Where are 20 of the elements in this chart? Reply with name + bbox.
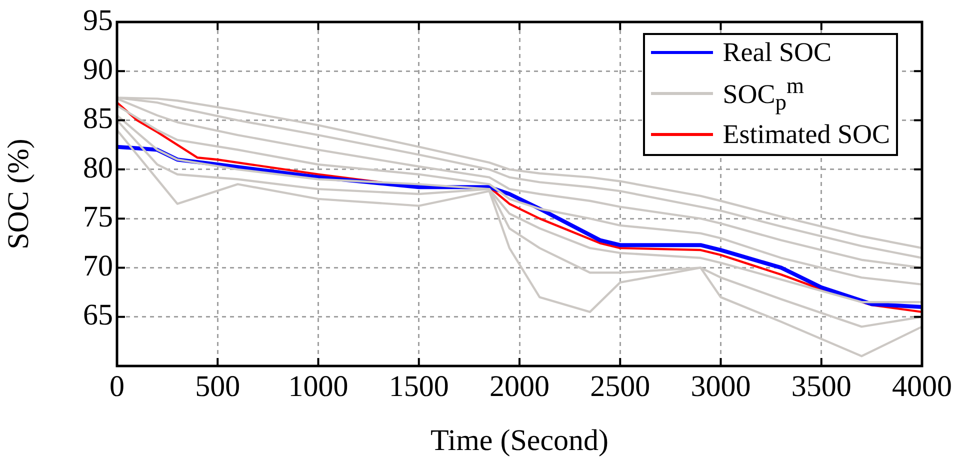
legend-label: Estimated SOC	[722, 118, 890, 152]
x-tick-label: 1000	[288, 370, 348, 403]
y-axis-title: SOC (%)	[2, 138, 35, 250]
y-tick-label: 85	[83, 102, 113, 136]
y-tick-label: 70	[83, 250, 113, 283]
x-tick-label: 3000	[690, 370, 751, 403]
x-tick-label: 3500	[791, 370, 852, 403]
y-tick-label: 65	[83, 298, 113, 332]
x-tick-label: 1500	[388, 370, 449, 403]
y-tick-label: 90	[83, 53, 113, 86]
x-tick-label: 2000	[490, 370, 550, 403]
y-tick-label: 95	[83, 4, 113, 37]
x-tick-label: 4000	[892, 370, 952, 403]
x-tick-label: 2500	[590, 370, 650, 403]
x-axis-title: Time (Second)	[430, 424, 609, 457]
y-tick-label: 80	[83, 151, 113, 184]
legend-label: Real SOC	[722, 36, 832, 69]
x-tick-label: 500	[195, 370, 240, 403]
x-tick-label: 0	[110, 370, 124, 403]
y-tick-label: 75	[83, 200, 113, 234]
